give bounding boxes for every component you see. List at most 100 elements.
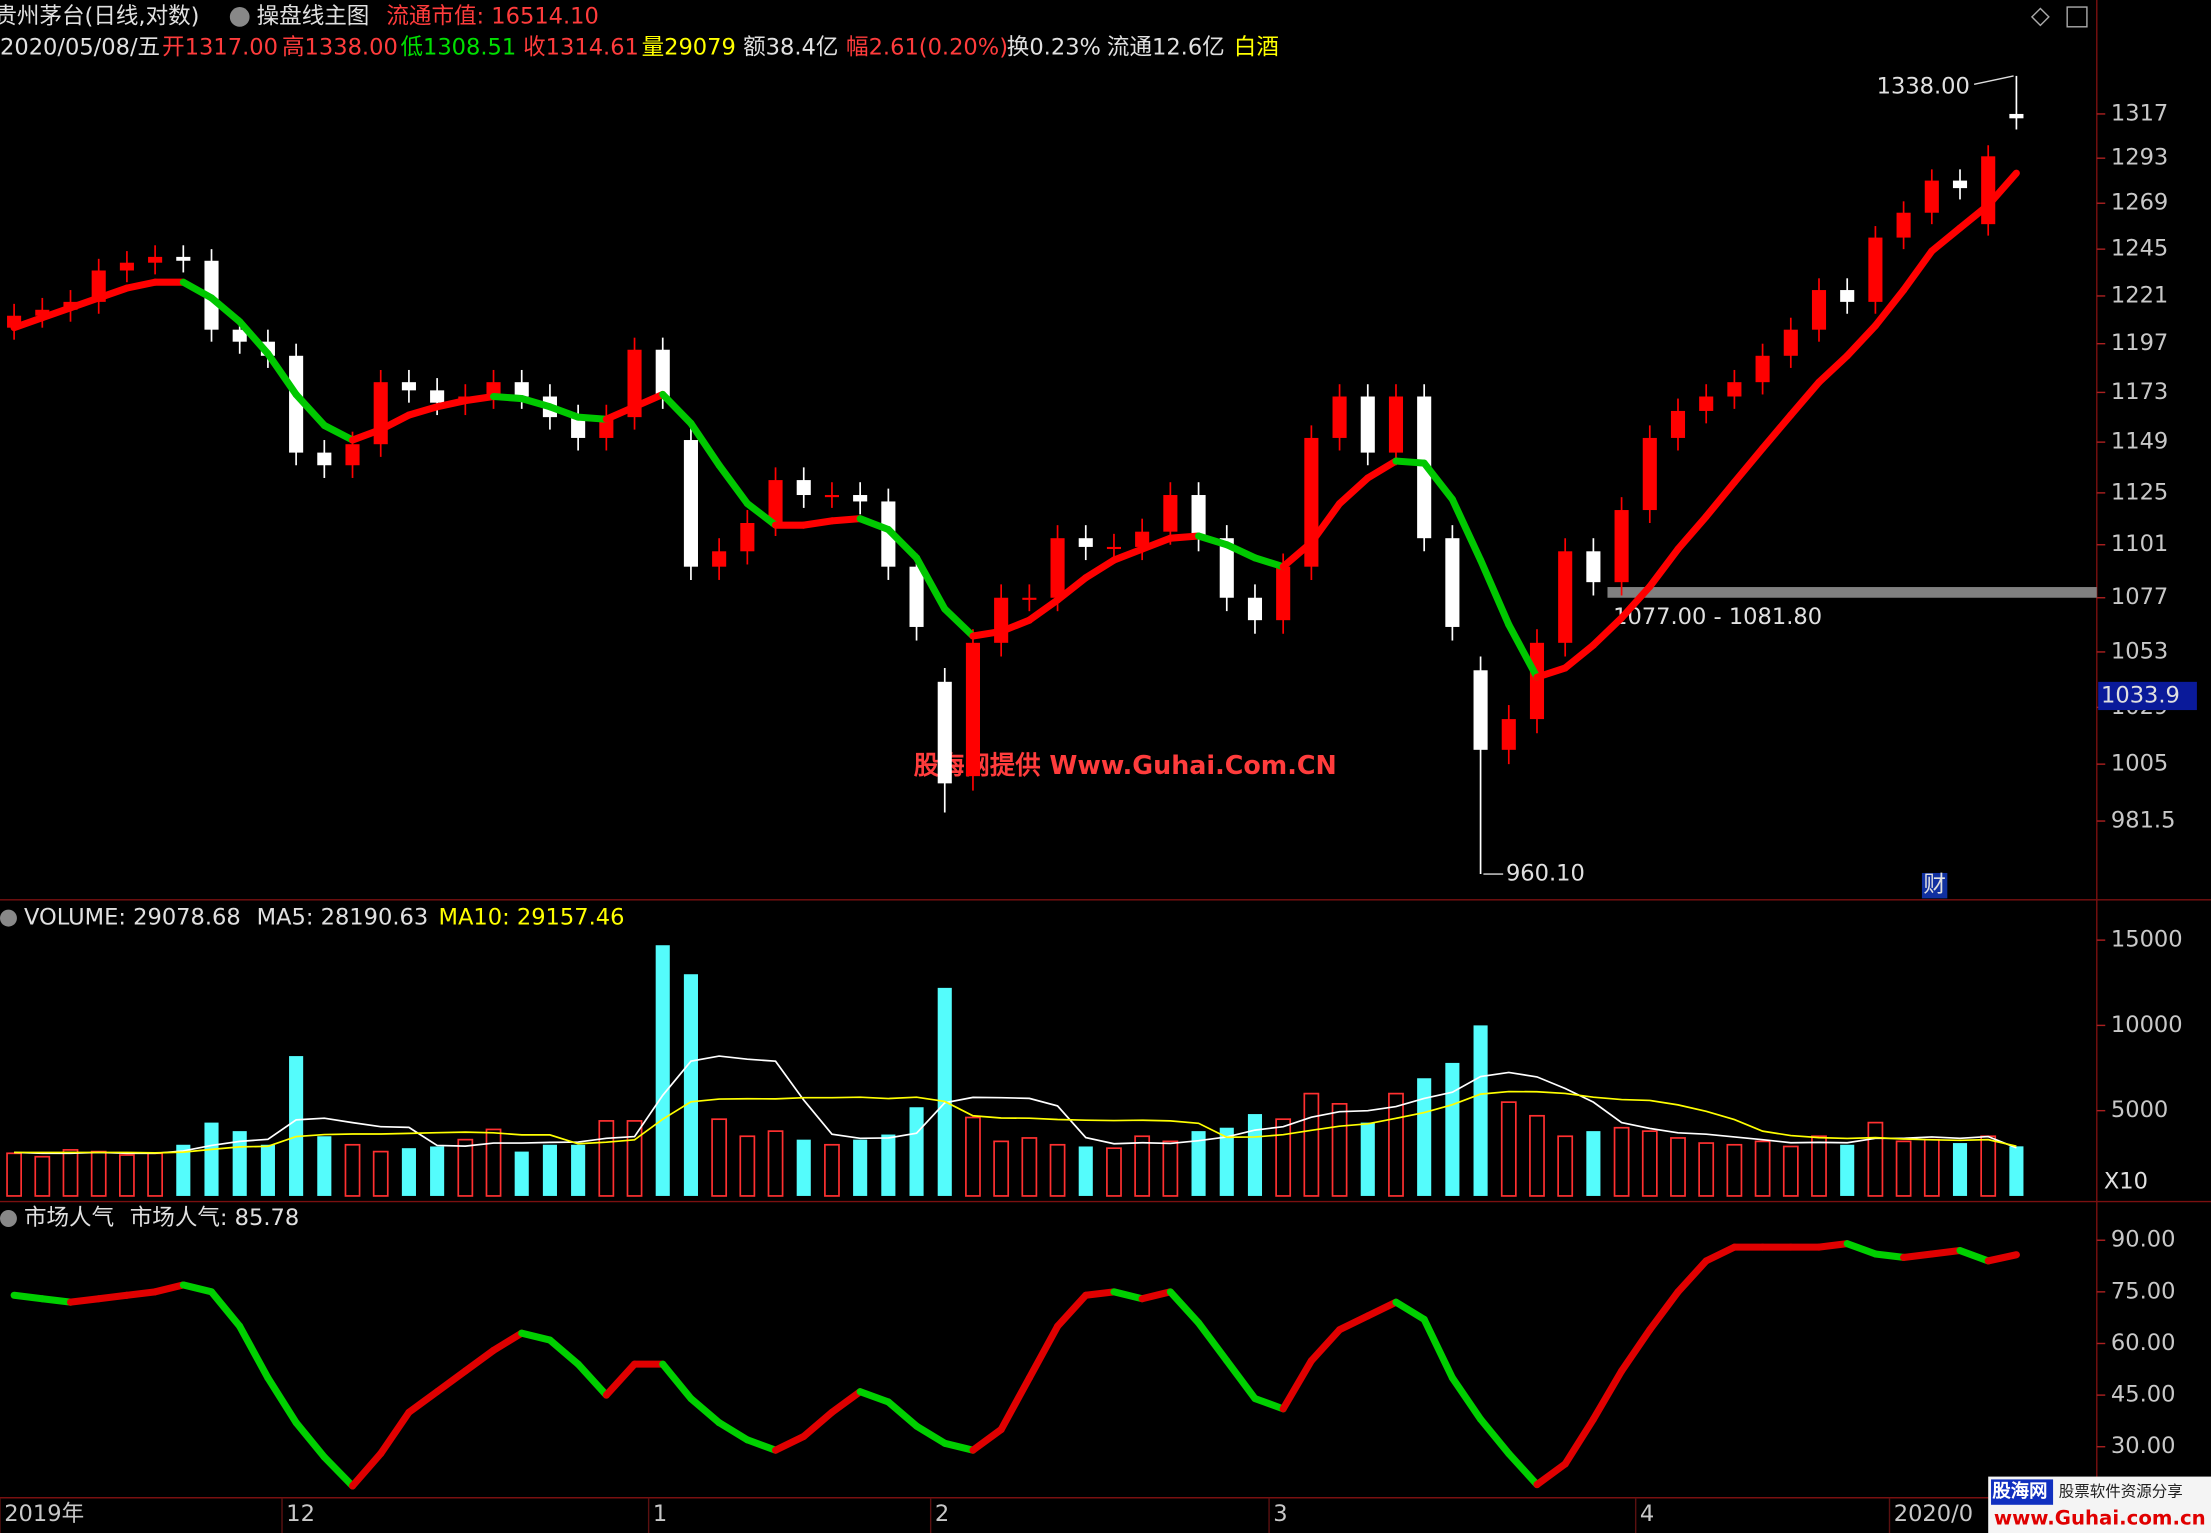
candle-body: [1135, 531, 1150, 547]
indicator-name[interactable]: 操盘线主图: [257, 3, 370, 29]
x-tick-label: 2: [935, 1501, 949, 1527]
candle-body: [1163, 495, 1178, 532]
volume-bar: [90, 1150, 107, 1197]
candle-body: [1022, 597, 1037, 600]
candle-body: [1586, 551, 1601, 583]
ma10-label: MA10: 29157.46: [439, 905, 625, 931]
y-tick-label: 10000: [2111, 1012, 2183, 1038]
y-tick-label: 1269: [2111, 190, 2168, 216]
line-segment: [207, 294, 244, 326]
candle-body: [1614, 510, 1629, 583]
candle-body: [289, 355, 304, 453]
line-segment: [800, 1408, 836, 1440]
candle-body: [1670, 410, 1686, 438]
candle-body: [1078, 538, 1093, 547]
line-segment: [1984, 169, 2020, 209]
last-price-box: [2098, 681, 2197, 711]
line-segment: [1589, 614, 1626, 649]
y-tick-label: 1053: [2111, 638, 2168, 664]
volume-bar: [1782, 1145, 1799, 1197]
line-segment: [546, 403, 582, 421]
line-segment: [292, 1419, 328, 1461]
y-tick-label: 1197: [2111, 330, 2168, 356]
candle-body: [655, 349, 670, 397]
candle-body: [1191, 495, 1206, 539]
line-segment: [631, 390, 667, 411]
volume-bar: [260, 1144, 275, 1196]
logo-url: www.Guhai.com.cn: [1994, 1506, 2206, 1529]
line-segment: [941, 1439, 977, 1454]
line-segment: [1843, 322, 1879, 360]
candle-body: [1529, 642, 1545, 720]
line-segment: [1646, 545, 1682, 591]
stock-name: 贵州茅台(日线,对数): [0, 3, 199, 29]
line-segment: [1533, 664, 1569, 681]
line-segment: [1054, 1291, 1090, 1330]
menu-icon[interactable]: [0, 1210, 17, 1227]
line-segment: [66, 294, 103, 312]
volume-bar: [1331, 1102, 1348, 1197]
candle-body: [1811, 290, 1827, 330]
volume-bar: [62, 1149, 79, 1197]
volume-bar: [344, 1143, 361, 1197]
volume-bar: [204, 1122, 219, 1196]
candle-body: [853, 495, 868, 502]
candle-body: [740, 522, 755, 552]
volume-bar: [1247, 1114, 1263, 1196]
line-segment: [1618, 583, 1654, 622]
market-cap: 流通市值: 16514.10: [386, 3, 599, 29]
line-segment: [1025, 1322, 1062, 1382]
line-segment: [1956, 201, 1992, 232]
line-segment: [602, 403, 639, 423]
volume-bar: [119, 1154, 135, 1197]
y-tick-label: 1101: [2111, 531, 2168, 557]
x-tick-label: 4: [1640, 1501, 1654, 1527]
line-segment: [123, 1288, 159, 1299]
volume-bar: [598, 1120, 615, 1197]
window-icon[interactable]: [2066, 6, 2088, 28]
logo-name: 股海网: [1991, 1480, 2047, 1502]
y-tick-label: 15000: [2111, 927, 2183, 953]
low: 低1308.51: [400, 34, 516, 60]
volume-bar: [881, 1134, 896, 1196]
line-segment: [941, 605, 977, 640]
volume-bar: [1811, 1135, 1827, 1197]
line-segment: [1787, 378, 1823, 419]
candle-body: [7, 315, 22, 328]
volume-bar: [1500, 1101, 1517, 1197]
line-segment: [1505, 1450, 1541, 1489]
ma5-label: MA5: 28190.63: [257, 905, 429, 931]
volume-bar: [1529, 1114, 1545, 1197]
date: 2020/05/08/五: [0, 34, 160, 60]
volume-bar: [1840, 1144, 1855, 1196]
volume-bar: [1303, 1092, 1320, 1197]
line-segment: [348, 426, 385, 444]
line-segment: [659, 390, 695, 427]
volume-bar: [1726, 1143, 1743, 1197]
volume-bar: [965, 1116, 981, 1197]
high: 高1338.00: [282, 34, 398, 60]
high-arrow: [1973, 75, 2014, 86]
candle-body: [1445, 538, 1460, 627]
line-segment: [856, 1388, 892, 1406]
volume-bar: [1360, 1122, 1375, 1196]
line-segment: [828, 515, 864, 525]
volume-bar: [1895, 1140, 1912, 1197]
diamond-icon[interactable]: [2030, 7, 2050, 27]
volume-bar: [993, 1140, 1010, 1197]
volume-bar: [1952, 1143, 1968, 1196]
menu-icon[interactable]: [0, 909, 17, 927]
volume-bar: [1106, 1147, 1122, 1197]
line-segment: [1195, 1319, 1231, 1365]
line-segment: [969, 1426, 1005, 1454]
marker[interactable]: 财: [1923, 872, 1946, 898]
menu-icon[interactable]: [229, 7, 250, 27]
volume-bar: [1134, 1135, 1151, 1197]
volume-bar: [1754, 1140, 1771, 1197]
line-segment: [405, 403, 441, 419]
candle-body: [176, 256, 191, 261]
line-segment: [1646, 1288, 1682, 1334]
candle-body: [937, 681, 952, 784]
candle-body: [1755, 355, 1770, 383]
